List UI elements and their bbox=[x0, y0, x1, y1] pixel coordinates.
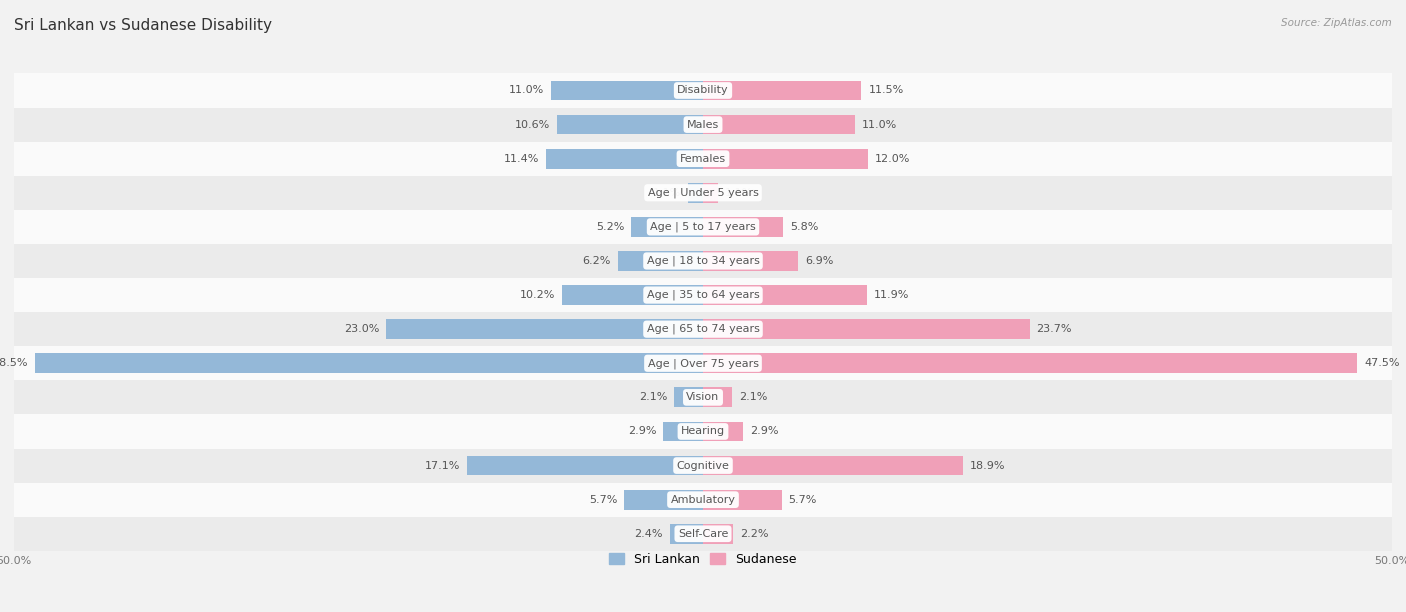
Text: Age | 65 to 74 years: Age | 65 to 74 years bbox=[647, 324, 759, 334]
Bar bbox=[703, 387, 733, 407]
Bar bbox=[546, 149, 703, 168]
Text: Age | Under 5 years: Age | Under 5 years bbox=[648, 187, 758, 198]
Bar bbox=[467, 456, 703, 476]
Bar bbox=[14, 483, 1392, 517]
Text: 2.1%: 2.1% bbox=[638, 392, 668, 402]
Text: Age | Over 75 years: Age | Over 75 years bbox=[648, 358, 758, 368]
Text: Cognitive: Cognitive bbox=[676, 461, 730, 471]
Bar bbox=[14, 449, 1392, 483]
Text: 5.7%: 5.7% bbox=[589, 494, 617, 505]
Bar bbox=[669, 524, 703, 543]
Bar bbox=[14, 414, 1392, 449]
Text: 11.9%: 11.9% bbox=[875, 290, 910, 300]
Bar bbox=[664, 422, 703, 441]
Text: Disability: Disability bbox=[678, 86, 728, 95]
Text: Sri Lankan vs Sudanese Disability: Sri Lankan vs Sudanese Disability bbox=[14, 18, 271, 34]
Text: 48.5%: 48.5% bbox=[0, 358, 28, 368]
Bar bbox=[703, 251, 799, 271]
Bar bbox=[703, 422, 742, 441]
Bar bbox=[688, 183, 703, 203]
Text: 11.5%: 11.5% bbox=[869, 86, 904, 95]
Text: Source: ZipAtlas.com: Source: ZipAtlas.com bbox=[1281, 18, 1392, 28]
Text: 10.6%: 10.6% bbox=[515, 119, 550, 130]
Text: 2.2%: 2.2% bbox=[740, 529, 769, 539]
Bar bbox=[703, 456, 963, 476]
Text: 1.1%: 1.1% bbox=[725, 188, 754, 198]
Text: Males: Males bbox=[688, 119, 718, 130]
Bar bbox=[35, 353, 703, 373]
Text: Females: Females bbox=[681, 154, 725, 163]
Bar bbox=[387, 319, 703, 339]
Bar bbox=[14, 380, 1392, 414]
Bar bbox=[557, 114, 703, 135]
Bar bbox=[703, 285, 868, 305]
Bar bbox=[14, 346, 1392, 380]
Bar bbox=[562, 285, 703, 305]
Text: Age | 5 to 17 years: Age | 5 to 17 years bbox=[650, 222, 756, 232]
Text: 11.0%: 11.0% bbox=[862, 119, 897, 130]
Bar bbox=[14, 141, 1392, 176]
Text: 6.9%: 6.9% bbox=[806, 256, 834, 266]
Bar bbox=[703, 319, 1029, 339]
Text: 11.0%: 11.0% bbox=[509, 86, 544, 95]
Text: 12.0%: 12.0% bbox=[875, 154, 911, 163]
Bar bbox=[617, 251, 703, 271]
Bar bbox=[703, 524, 734, 543]
Text: Age | 35 to 64 years: Age | 35 to 64 years bbox=[647, 290, 759, 300]
Text: 5.2%: 5.2% bbox=[596, 222, 624, 232]
Text: 47.5%: 47.5% bbox=[1364, 358, 1400, 368]
Bar bbox=[14, 517, 1392, 551]
Bar bbox=[703, 217, 783, 237]
Bar bbox=[14, 73, 1392, 108]
Text: Age | 18 to 34 years: Age | 18 to 34 years bbox=[647, 256, 759, 266]
Text: 5.7%: 5.7% bbox=[789, 494, 817, 505]
Text: Self-Care: Self-Care bbox=[678, 529, 728, 539]
Text: 17.1%: 17.1% bbox=[425, 461, 461, 471]
Bar bbox=[673, 387, 703, 407]
Text: 1.1%: 1.1% bbox=[652, 188, 681, 198]
Bar bbox=[14, 244, 1392, 278]
Text: 2.9%: 2.9% bbox=[749, 427, 779, 436]
Bar bbox=[14, 312, 1392, 346]
Text: 18.9%: 18.9% bbox=[970, 461, 1005, 471]
Bar bbox=[14, 176, 1392, 210]
Text: 2.1%: 2.1% bbox=[738, 392, 768, 402]
Bar bbox=[624, 490, 703, 510]
Text: Hearing: Hearing bbox=[681, 427, 725, 436]
Bar bbox=[703, 353, 1358, 373]
Bar bbox=[703, 81, 862, 100]
Bar bbox=[703, 149, 869, 168]
Bar bbox=[14, 108, 1392, 141]
Bar bbox=[703, 114, 855, 135]
Text: Vision: Vision bbox=[686, 392, 720, 402]
Bar bbox=[631, 217, 703, 237]
Bar bbox=[703, 183, 718, 203]
Text: 6.2%: 6.2% bbox=[582, 256, 610, 266]
Text: 2.9%: 2.9% bbox=[627, 427, 657, 436]
Text: 11.4%: 11.4% bbox=[503, 154, 538, 163]
Text: 10.2%: 10.2% bbox=[520, 290, 555, 300]
Bar bbox=[14, 278, 1392, 312]
Legend: Sri Lankan, Sudanese: Sri Lankan, Sudanese bbox=[605, 548, 801, 571]
Text: 2.4%: 2.4% bbox=[634, 529, 664, 539]
Text: 5.8%: 5.8% bbox=[790, 222, 818, 232]
Text: Ambulatory: Ambulatory bbox=[671, 494, 735, 505]
Bar bbox=[703, 490, 782, 510]
Bar bbox=[551, 81, 703, 100]
Bar bbox=[14, 210, 1392, 244]
Text: 23.7%: 23.7% bbox=[1036, 324, 1071, 334]
Text: 23.0%: 23.0% bbox=[344, 324, 380, 334]
